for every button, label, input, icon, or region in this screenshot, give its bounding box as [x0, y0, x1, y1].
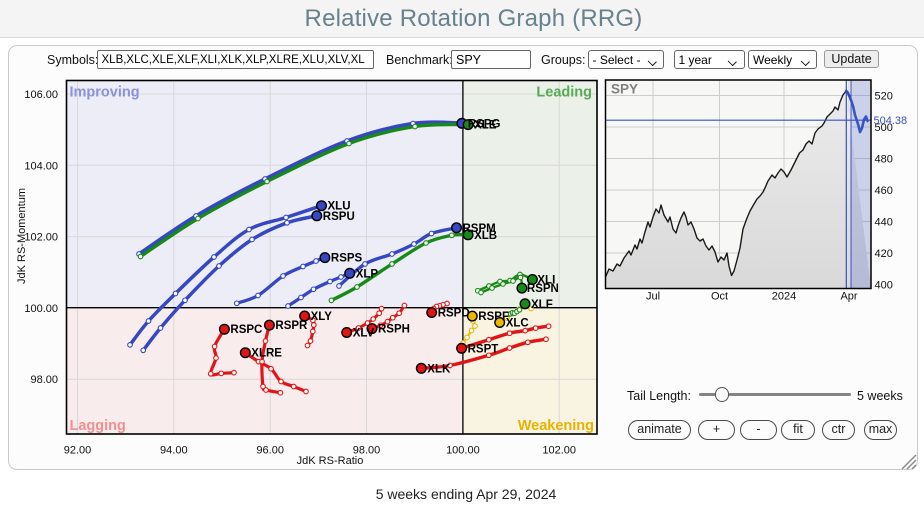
svg-text:XLE: XLE [474, 120, 497, 132]
svg-text:102.00: 102.00 [24, 232, 58, 244]
svg-text:Apr: Apr [840, 291, 857, 303]
svg-text:XLB: XLB [474, 230, 497, 242]
svg-text:98.00: 98.00 [353, 445, 381, 457]
svg-text:520: 520 [875, 91, 893, 103]
svg-text:RSPR: RSPR [275, 320, 308, 332]
svg-text:XLC: XLC [506, 318, 529, 330]
svg-text:400: 400 [875, 280, 893, 292]
svg-text:106.00: 106.00 [24, 89, 58, 101]
svg-text:96.00: 96.00 [256, 445, 284, 457]
svg-text:XLI: XLI [537, 275, 555, 287]
svg-text:XLP: XLP [356, 268, 379, 280]
svg-text:420: 420 [875, 248, 893, 260]
svg-text:94.00: 94.00 [160, 445, 188, 457]
svg-text:Lagging: Lagging [70, 418, 126, 434]
svg-text:JdK RS-Momentum: JdK RS-Momentum [16, 188, 28, 284]
svg-text:XLY: XLY [311, 311, 333, 323]
svg-text:SPY: SPY [611, 82, 638, 97]
svg-text:Weakening: Weakening [518, 418, 594, 434]
svg-text:Oct: Oct [711, 291, 728, 303]
svg-text:RSPC: RSPC [230, 324, 262, 336]
svg-text:RSPF: RSPF [478, 311, 509, 323]
svg-text:XLF: XLF [531, 299, 553, 311]
svg-text:100.00: 100.00 [24, 303, 58, 315]
svg-text:RSPD: RSPD [438, 308, 470, 320]
svg-text:RSPT: RSPT [468, 343, 499, 355]
svg-text:98.00: 98.00 [30, 374, 58, 386]
svg-text:100.00: 100.00 [446, 445, 480, 457]
svg-text:RSPU: RSPU [323, 211, 355, 223]
svg-text:460: 460 [875, 185, 893, 197]
svg-text:RSPM: RSPM [463, 223, 496, 235]
svg-text:104.00: 104.00 [24, 160, 58, 172]
svg-text:92.00: 92.00 [64, 445, 92, 457]
svg-text:2024: 2024 [772, 291, 796, 303]
svg-text:XLK: XLK [427, 363, 451, 375]
svg-text:XLV: XLV [353, 328, 375, 340]
svg-text:XLRE: XLRE [251, 348, 282, 360]
svg-text:JdK RS-Ratio: JdK RS-Ratio [297, 455, 364, 467]
svg-text:102.00: 102.00 [542, 445, 576, 457]
svg-text:Jul: Jul [646, 291, 660, 303]
svg-text:RSPG: RSPG [468, 118, 501, 130]
svg-text:500: 500 [875, 122, 893, 134]
svg-text:RSPS: RSPS [331, 253, 363, 265]
svg-text:XLU: XLU [328, 201, 351, 213]
svg-text:Improving: Improving [70, 85, 140, 101]
svg-text:Leading: Leading [536, 85, 592, 101]
svg-text:RSPN: RSPN [527, 283, 559, 295]
svg-text:480: 480 [875, 154, 893, 166]
svg-text:504.38: 504.38 [874, 115, 908, 127]
svg-text:RSPH: RSPH [378, 324, 410, 336]
svg-text:440: 440 [875, 217, 893, 229]
